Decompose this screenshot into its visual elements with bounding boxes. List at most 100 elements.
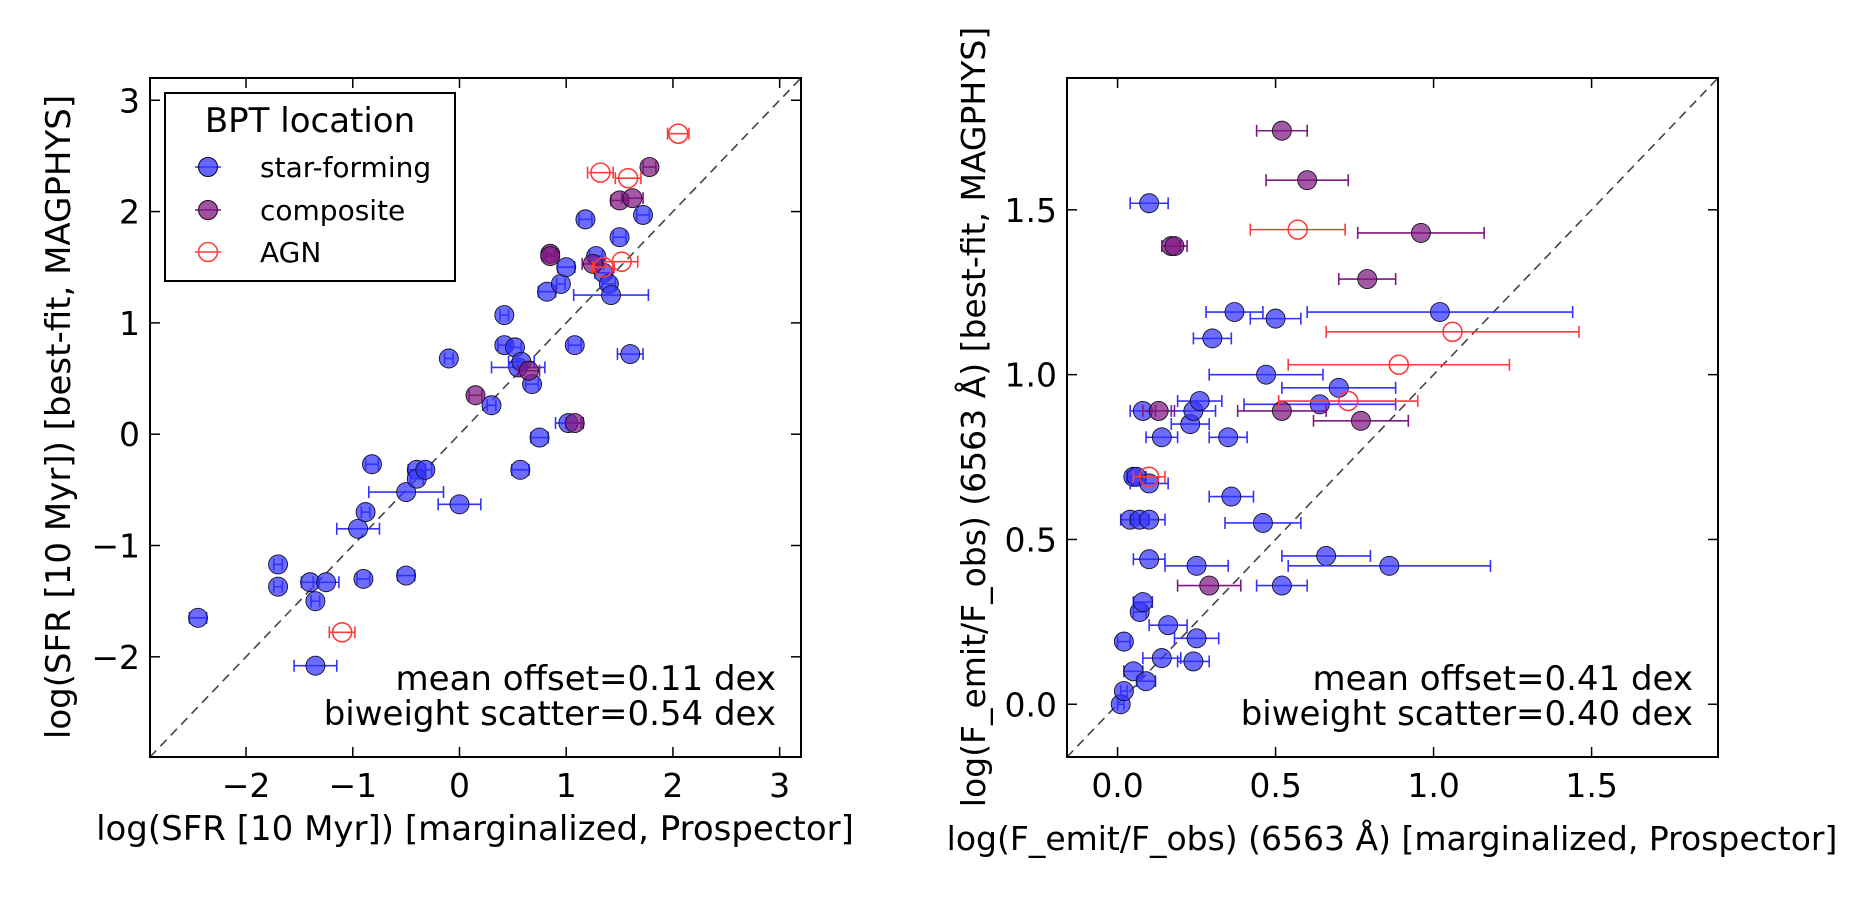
sfr-y-tick-label: 2 [119, 193, 140, 232]
sfr-point-star-forming [353, 568, 374, 589]
attenuation-point-star-forming [1255, 575, 1308, 596]
attenuation-point-star-forming [1249, 308, 1302, 329]
sfr-point-agn [328, 622, 356, 643]
attenuation-point-composite [1265, 170, 1350, 191]
attenuation-x-tick-label: 1.5 [1565, 766, 1617, 805]
marker [1429, 302, 1450, 322]
marker [1164, 236, 1185, 257]
attenuation-point-star-forming [1176, 651, 1211, 672]
marker [622, 188, 643, 209]
attenuation-point-star-forming [1281, 377, 1397, 398]
marker [438, 348, 459, 369]
legend: BPT location star-forming composite AGN [164, 92, 456, 282]
marker [331, 622, 353, 643]
marker [1309, 394, 1330, 415]
marker [1199, 575, 1220, 596]
marker [1186, 555, 1207, 576]
sfr-x-tick-label: −1 [328, 766, 377, 805]
marker [564, 335, 585, 356]
attenuation-point-composite [1161, 236, 1188, 257]
attenuation-y-tick-label: 0.0 [1005, 685, 1057, 724]
sfr-point-star-forming [494, 305, 515, 326]
attenuation-point-agn [1277, 390, 1419, 412]
marker [1221, 486, 1242, 507]
attenuation-point-star-forming [1145, 427, 1179, 448]
sfr-point-star-forming [481, 395, 502, 416]
marker [1158, 615, 1179, 636]
marker [518, 360, 539, 381]
attenuation-one-to-one-line [1066, 77, 1719, 758]
sfr-point-star-forming [355, 502, 376, 523]
attenuation-point-star-forming [1173, 628, 1220, 649]
marker [362, 454, 382, 475]
sfr-point-star-forming [305, 591, 326, 612]
legend-marker-star-forming [198, 157, 218, 177]
marker [1379, 555, 1400, 576]
marker [396, 565, 417, 586]
marker [268, 554, 289, 575]
sfr-point-composite [517, 360, 541, 381]
marker [1113, 681, 1134, 702]
marker [1297, 170, 1318, 191]
marker [1148, 400, 1169, 421]
attenuation-point-star-forming [1132, 549, 1166, 570]
sfr-point-agn [666, 123, 690, 144]
attenuation-point-agn [1325, 321, 1580, 343]
marker [510, 459, 531, 480]
marker [1186, 628, 1207, 649]
sfr-x-tick-label: 1 [556, 766, 577, 805]
marker [396, 482, 417, 503]
sfr-point-star-forming [633, 204, 654, 225]
marker [550, 273, 571, 294]
attenuation-point-star-forming [1205, 302, 1264, 322]
marker [1442, 321, 1463, 343]
marker [316, 572, 337, 593]
attenuation-point-composite [1255, 120, 1308, 141]
marker [1350, 410, 1371, 431]
sfr-x-axis-label: log(SFR [10 Myr]) [marginalized, Prospec… [96, 809, 854, 849]
attenuation-axis-ticks: 0.0 0.5 1.0 1.5 0.0 0.5 1.0 1.5 [1005, 78, 1718, 805]
sfr-point-star-forming [396, 565, 417, 586]
sfr-point-star-forming [188, 607, 208, 628]
marker [1113, 631, 1134, 652]
legend-marker-agn [197, 241, 219, 263]
marker [1183, 651, 1204, 672]
attenuation-point-star-forming [1306, 302, 1574, 322]
attenuation-point-star-forming [1132, 592, 1154, 613]
sfr-point-composite [620, 188, 644, 209]
legend-title: BPT location [205, 101, 415, 141]
attenuation-point-composite [1142, 400, 1176, 421]
sfr-point-star-forming [437, 494, 482, 515]
marker [1132, 592, 1153, 613]
sfr-point-star-forming [616, 344, 644, 365]
attenuation-point-star-forming [1148, 615, 1188, 636]
attenuation-point-star-forming [1113, 631, 1134, 652]
attenuation-mean-offset-annotation: mean offset=0.41 dex [1313, 659, 1693, 699]
sfr-data-points [149, 77, 802, 758]
attenuation-point-star-forming [1132, 509, 1166, 530]
sfr-comparison-panel: −2 −1 0 1 2 3 −2 −1 0 1 2 3 log(SFR [10 Myr]) [marg… [39, 77, 854, 849]
marker [1271, 120, 1292, 141]
attenuation-point-star-forming [1208, 364, 1324, 385]
marker [1410, 222, 1431, 243]
sfr-point-composite [540, 246, 561, 267]
sfr-x-tick-label: 0 [449, 766, 470, 805]
sfr-y-axis-label: log(SFR [10 Myr]) [best-fit, MAGPHYS] [39, 95, 79, 739]
sfr-x-tick-label: 3 [769, 766, 790, 805]
marker [1202, 328, 1223, 349]
attenuation-x-tick-label: 1.0 [1407, 766, 1459, 805]
sfr-point-star-forming [438, 348, 459, 369]
legend-label-composite: composite [260, 194, 405, 227]
sfr-point-star-forming [556, 257, 577, 278]
marker [188, 607, 208, 628]
attenuation-point-star-forming [1224, 513, 1302, 533]
sfr-point-star-forming [268, 554, 289, 575]
sfr-point-star-forming [293, 655, 338, 676]
attenuation-point-star-forming [1208, 427, 1248, 448]
sfr-point-star-forming [550, 273, 571, 294]
sfr-point-star-forming [415, 459, 436, 480]
sfr-point-agn [586, 162, 614, 183]
marker [620, 344, 641, 365]
marker [529, 427, 550, 448]
